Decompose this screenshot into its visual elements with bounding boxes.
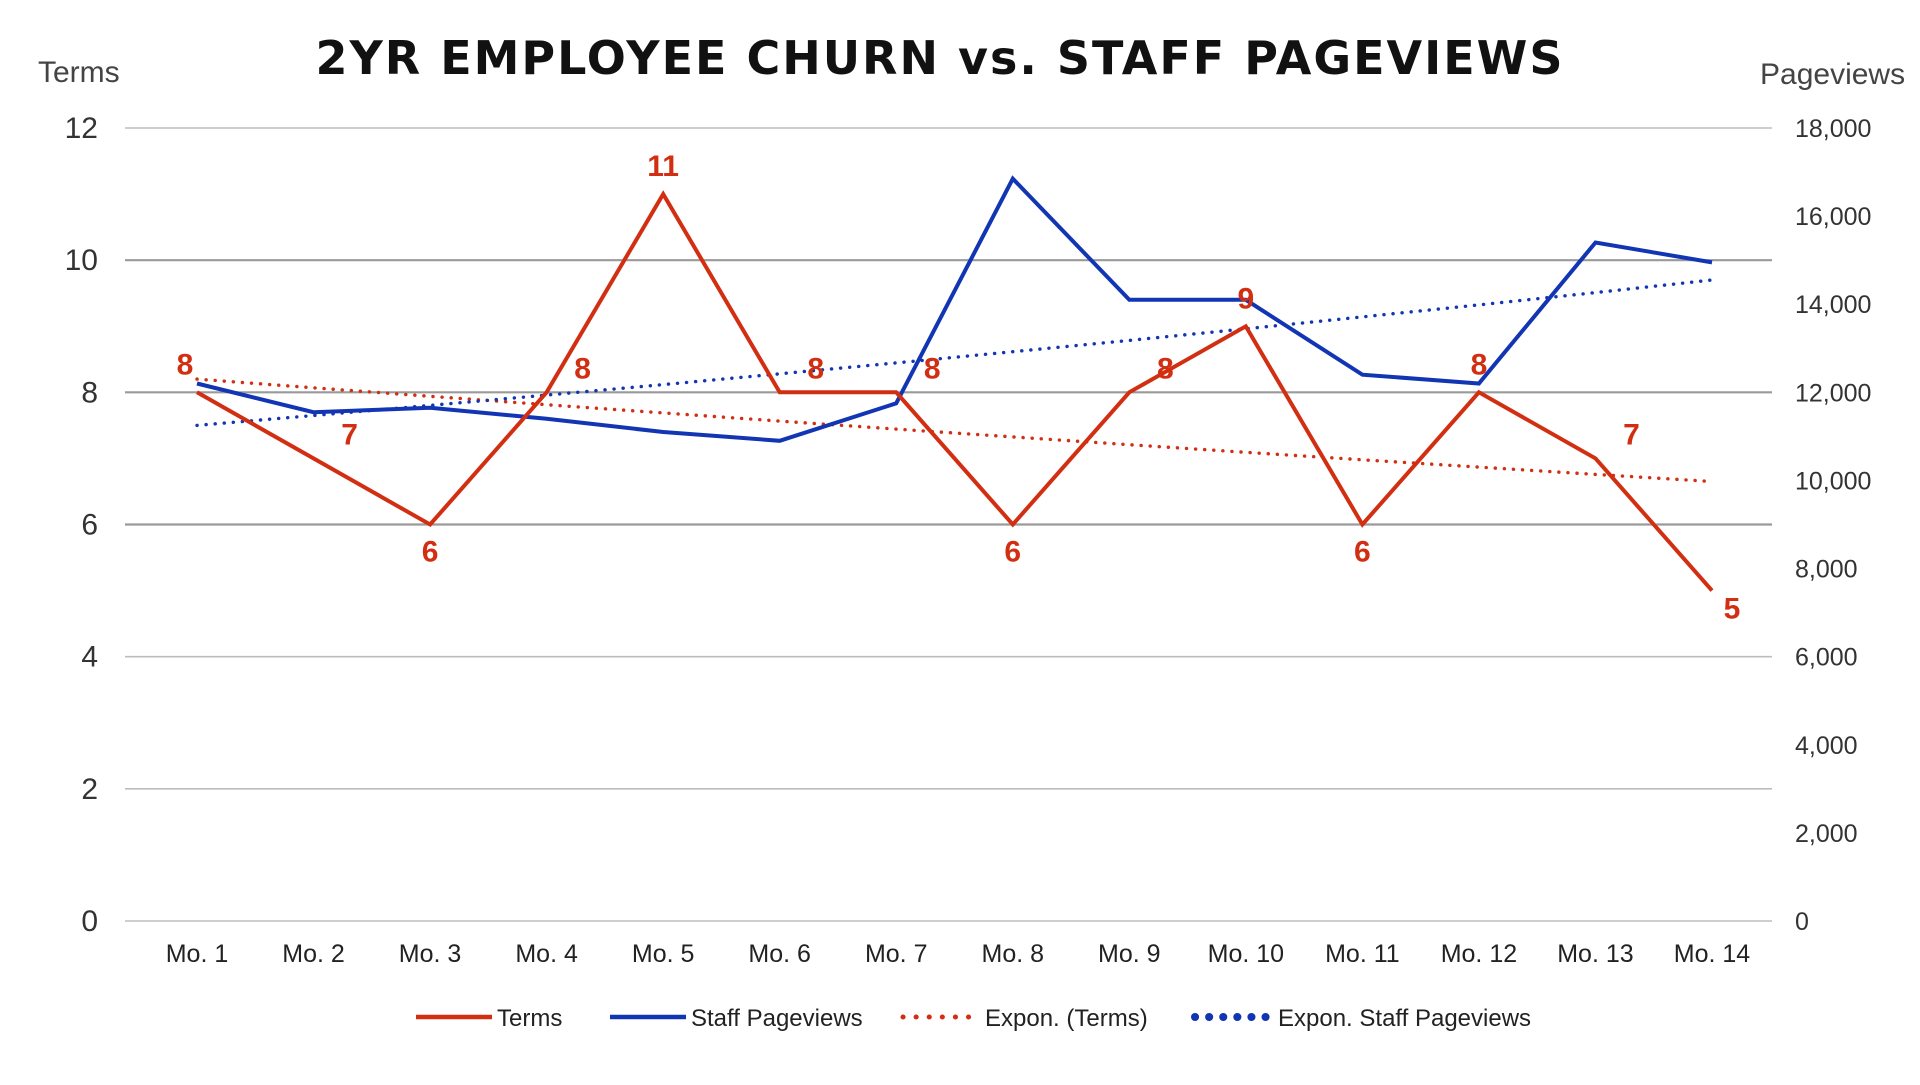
right-tick-label: 18,000 [1795, 115, 1871, 143]
terms-data-label: 8 [807, 352, 824, 385]
terms-data-label: 5 [1724, 593, 1741, 626]
x-tick-label: Mo. 12 [1441, 940, 1517, 968]
gridlines [125, 127, 1772, 922]
right-tick-label: 4,000 [1795, 732, 1858, 760]
x-tick-label: Mo. 1 [166, 940, 229, 968]
left-axis-title: Terms [38, 56, 120, 89]
terms-data-label: 8 [1157, 352, 1174, 385]
x-tick-label: Mo. 3 [399, 940, 462, 968]
x-tick-label: Mo. 2 [282, 940, 345, 968]
right-tick-label: 8,000 [1795, 556, 1858, 584]
left-tick-label: 10 [65, 244, 98, 277]
right-tick-label: 10,000 [1795, 467, 1871, 495]
right-tick-label: 12,000 [1795, 379, 1871, 407]
right-tick-label: 16,000 [1795, 203, 1871, 231]
terms-data-label: 7 [341, 418, 358, 451]
x-tick-label: Mo. 9 [1098, 940, 1161, 968]
terms-line [196, 190, 1714, 592]
trendlines [195, 278, 1714, 484]
terms-data-label: 6 [1004, 536, 1021, 569]
left-tick-label: 2 [81, 773, 98, 806]
terms-data-label: 8 [177, 348, 194, 381]
right-tick-label: 0 [1795, 908, 1809, 936]
right-axis-ticks: 0 2,000 4,000 6,000 8,000 10,000 12,000 14,000 1… [1795, 115, 1871, 936]
terms-data-label: 9 [1238, 282, 1255, 315]
chart-title: 2YR EMPLOYEE CHURN vs. STAFF PAGEVIEWS [315, 31, 1564, 85]
x-tick-label: Mo. 11 [1325, 940, 1400, 968]
terms-data-label: 8 [924, 352, 941, 385]
left-tick-label: 4 [81, 641, 98, 674]
pageviews-line [196, 175, 1713, 443]
right-axis-title: Pageviews [1760, 58, 1905, 91]
left-tick-label: 12 [65, 112, 98, 145]
legend-label: Expon. (Terms) [985, 1005, 1148, 1032]
terms-data-label: 8 [1471, 348, 1488, 381]
terms-data-label: 7 [1623, 418, 1640, 451]
right-tick-label: 2,000 [1795, 820, 1858, 848]
data-labels: 8 7 6 8 11 8 8 6 8 9 6 8 7 5 [177, 150, 1741, 626]
right-tick-label: 6,000 [1795, 644, 1858, 672]
x-tick-label: Mo. 13 [1557, 940, 1633, 968]
terms-data-label: 6 [422, 536, 439, 569]
series-lines [196, 175, 1714, 592]
left-tick-label: 6 [81, 509, 98, 542]
x-tick-label: Mo. 14 [1674, 940, 1751, 968]
terms-data-label: 6 [1354, 536, 1371, 569]
legend-label: Staff Pageviews [691, 1005, 863, 1032]
legend: Terms Staff Pageviews Expon. (Terms) Expon.… [416, 1005, 1531, 1032]
x-tick-label: Mo. 6 [748, 940, 811, 968]
legend-label: Terms [497, 1005, 562, 1032]
terms-data-label: 8 [574, 352, 591, 385]
terms-trendline [195, 377, 1714, 484]
terms-data-label: 11 [647, 150, 679, 183]
left-axis-ticks: 0 2 4 6 8 10 12 [65, 112, 98, 938]
left-tick-label: 0 [81, 905, 98, 938]
right-tick-label: 14,000 [1795, 291, 1871, 319]
x-tick-label: Mo. 7 [865, 940, 928, 968]
x-axis-ticks: Mo. 1 Mo. 2 Mo. 3 Mo. 4 Mo. 5 Mo. 6 Mo. 7 Mo. 8… [166, 940, 1751, 968]
x-tick-label: Mo. 8 [982, 940, 1045, 968]
x-tick-label: Mo. 5 [632, 940, 695, 968]
left-tick-label: 8 [81, 376, 98, 409]
pageviews-trendline [195, 278, 1714, 428]
legend-label: Expon. Staff Pageviews [1278, 1005, 1531, 1032]
x-tick-label: Mo. 4 [515, 940, 578, 968]
x-tick-label: Mo. 10 [1208, 940, 1284, 968]
